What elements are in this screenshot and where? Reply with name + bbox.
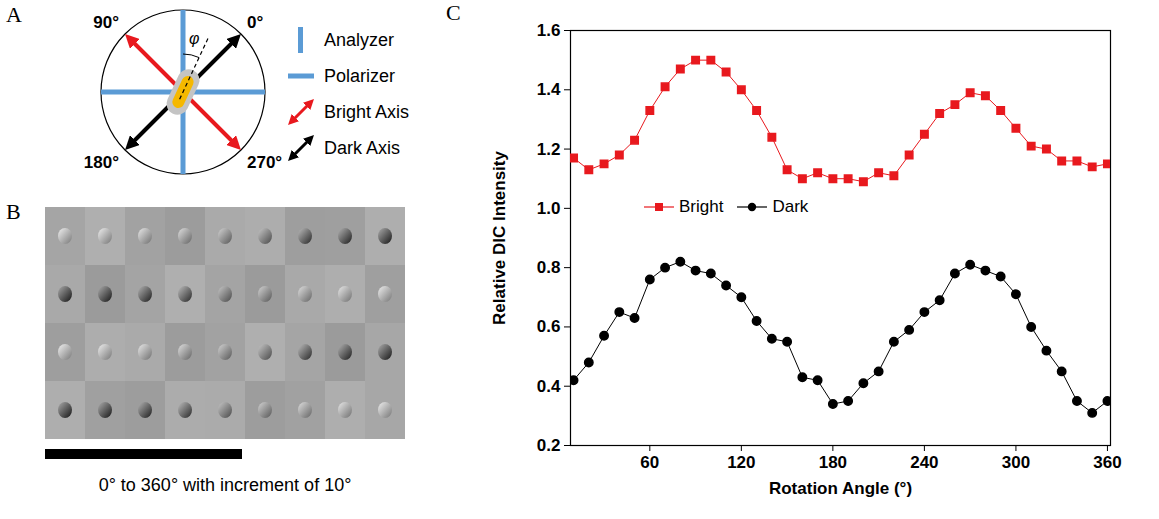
svg-text:360: 360	[1093, 453, 1121, 472]
svg-text:1.0: 1.0	[537, 199, 561, 218]
svg-text:0° to 360° with increment of 1: 0° to 360° with increment of 10°	[99, 475, 352, 495]
svg-text:180°: 180°	[84, 153, 119, 172]
svg-text:1.4: 1.4	[537, 80, 561, 99]
svg-text:φ: φ	[189, 30, 199, 47]
html-text:Bright: Bright	[679, 197, 724, 216]
svg-text:180: 180	[819, 453, 847, 472]
html-text:C: C	[446, 0, 461, 25]
html-text:Dark: Dark	[772, 197, 809, 216]
svg-text:Analyzer: Analyzer	[324, 30, 394, 50]
svg-text:60: 60	[640, 453, 659, 472]
svg-text:Bright Axis: Bright Axis	[324, 102, 409, 122]
svg-text:Rotation Angle (°): Rotation Angle (°)	[769, 479, 912, 498]
svg-text:0.6: 0.6	[537, 317, 561, 336]
svg-text:0°: 0°	[247, 13, 263, 32]
svg-text:240: 240	[910, 453, 938, 472]
svg-text:Relative DIC Intensity: Relative DIC Intensity	[490, 151, 509, 325]
svg-text:1.6: 1.6	[537, 21, 561, 40]
svg-text:0.4: 0.4	[537, 377, 561, 396]
svg-text:A: A	[6, 2, 22, 27]
svg-text:90°: 90°	[93, 13, 119, 32]
svg-text:1.2: 1.2	[537, 140, 561, 159]
svg-text:300: 300	[1002, 453, 1030, 472]
svg-text:120: 120	[727, 453, 755, 472]
svg-text:0.2: 0.2	[537, 436, 561, 455]
svg-text:Dark Axis: Dark Axis	[324, 138, 400, 158]
svg-text:0.8: 0.8	[537, 258, 561, 277]
svg-text:Polarizer: Polarizer	[324, 66, 395, 86]
svg-text:B: B	[6, 199, 21, 224]
svg-text:270°: 270°	[247, 153, 282, 172]
